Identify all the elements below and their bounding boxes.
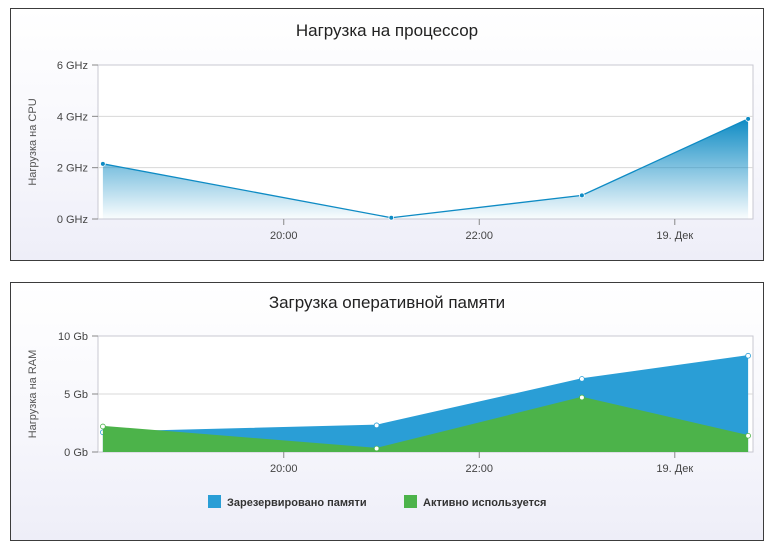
data-point[interactable] [579, 192, 585, 199]
y-tick-label: 0 Gb [64, 447, 88, 459]
legend-label: Зарезервировано памяти [227, 497, 367, 509]
legend-item[interactable]: Зарезервировано памяти [208, 495, 367, 509]
x-tick-label: 22:00 [466, 463, 494, 475]
x-tick-label: 20:00 [270, 463, 298, 475]
cpu-chart: Нагрузка на процессор 0 GHz 2 GHz 4 GHz 6 GH… [27, 21, 754, 242]
data-point[interactable] [745, 116, 751, 122]
data-point[interactable] [373, 445, 380, 452]
ram-chart-panel: Загрузка оперативной памяти 0 Gb 5 Gb 10 Gb… [10, 282, 764, 541]
legend-label: Активно используется [423, 497, 546, 509]
data-point[interactable] [745, 432, 751, 439]
y-tick-label: 2 GHz [57, 163, 88, 175]
legend-swatch [208, 495, 221, 508]
data-point[interactable] [100, 423, 106, 430]
y-tick-label: 5 Gb [64, 389, 88, 401]
series-line [102, 118, 749, 219]
y-axis-title: Нагрузка на RAM [27, 350, 39, 439]
series-area [102, 397, 749, 452]
data-point[interactable] [373, 422, 380, 429]
x-tick-label: 22:00 [466, 230, 494, 242]
data-point[interactable] [388, 214, 395, 221]
y-tick-label: 0 GHz [57, 214, 88, 226]
chart-title: Загрузка оперативной памяти [269, 293, 505, 312]
data-point[interactable] [579, 376, 585, 382]
x-tick-label: 19. Дек [656, 230, 693, 242]
y-axis-title: Нагрузка на CPU [27, 98, 39, 185]
data-point[interactable] [745, 352, 751, 359]
y-tick-label: 10 Gb [58, 331, 88, 343]
y-tick-label: 4 GHz [57, 111, 88, 123]
chart-title: Нагрузка на процессор [296, 21, 478, 40]
x-tick-label: 20:00 [270, 230, 298, 242]
series-line [102, 396, 749, 450]
y-tick-label: 6 GHz [57, 60, 88, 72]
cpu-chart-panel: Нагрузка на процессор 0 GHz 2 GHz 4 GHz 6 GH… [10, 8, 764, 261]
series-line [102, 355, 749, 433]
data-point[interactable] [100, 161, 106, 167]
ram-chart: Загрузка оперативной памяти 0 Gb 5 Gb 10 Gb… [27, 293, 754, 509]
data-point[interactable] [579, 394, 585, 401]
legend-swatch [404, 495, 417, 508]
x-tick-label: 19. Дек [656, 463, 693, 475]
legend-item[interactable]: Активно используется [404, 495, 546, 509]
